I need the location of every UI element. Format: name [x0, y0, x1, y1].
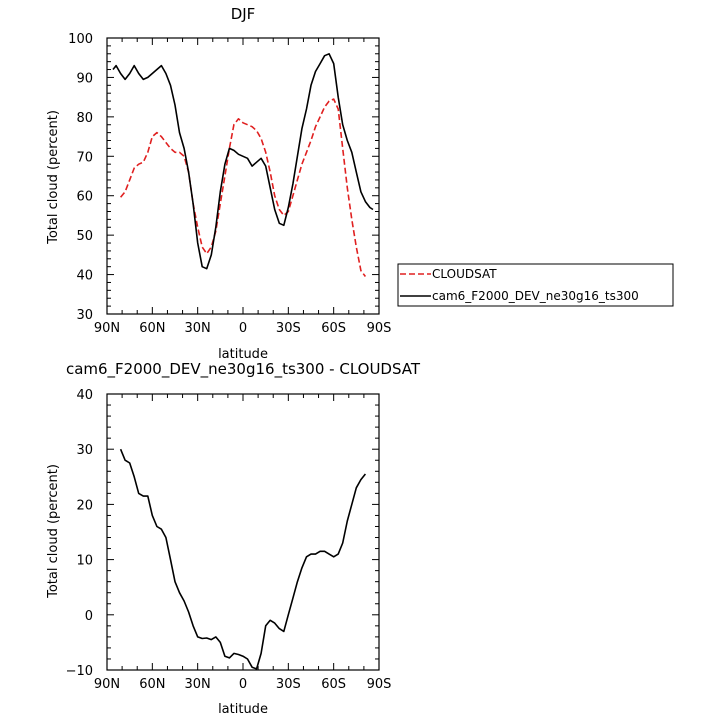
- top-y-tick-label: 70: [76, 150, 93, 165]
- bottom-y-tick-label: 40: [76, 388, 93, 403]
- bottom-y-tick-label: −10: [66, 664, 93, 679]
- bottom-y-axis-label: Total cloud (percent): [46, 464, 61, 599]
- legend: CLOUDSAT cam6_F2000_DEV_ne30g16_ts300: [397, 263, 674, 307]
- top-x-tick-label: 90S: [367, 321, 392, 336]
- bottom-y-tick-label: 30: [76, 443, 93, 458]
- top-title: DJF: [231, 5, 256, 23]
- top-series-line-1: [112, 53, 374, 270]
- bottom-x-tick-label: 90N: [94, 677, 120, 692]
- top-plot-frame: [106, 37, 380, 315]
- top-y-tick-label: 60: [76, 190, 93, 205]
- legend-label-model: cam6_F2000_DEV_ne30g16_ts300: [432, 289, 639, 303]
- top-y-tick-label: 90: [76, 71, 93, 86]
- bottom-y-tick-label: 0: [85, 609, 93, 624]
- bottom-x-tick-label: 90S: [367, 677, 392, 692]
- bottom-plot-frame: [106, 393, 380, 671]
- bottom-x-axis-label: latitude: [218, 702, 268, 717]
- bottom-panel: cam6_F2000_DEV_ne30g16_ts300 - CLOUDSAT …: [46, 360, 421, 717]
- top-x-tick-label: 30S: [276, 321, 301, 336]
- bottom-y-tick-label: 20: [76, 498, 93, 513]
- top-y-tick-label: 80: [76, 111, 93, 126]
- bottom-series-line-0: [119, 448, 367, 670]
- top-y-axis-label: Total cloud (percent): [46, 110, 61, 245]
- bottom-title: cam6_F2000_DEV_ne30g16_ts300 - CLOUDSAT: [66, 360, 421, 379]
- top-x-tick-label: 30N: [185, 321, 211, 336]
- bottom-x-tick-label: 60N: [139, 677, 165, 692]
- top-series-line-0: [119, 98, 367, 277]
- top-y-tick-label: 40: [76, 269, 93, 284]
- top-x-tick-label: 60S: [321, 321, 346, 336]
- top-y-tick-label: 30: [76, 308, 93, 323]
- legend-box: [397, 263, 674, 307]
- legend-label-cloudsat: CLOUDSAT: [432, 267, 497, 281]
- top-y-tick-label: 50: [76, 229, 93, 244]
- bottom-x-tick-label: 30N: [185, 677, 211, 692]
- top-y-tick-label: 100: [68, 32, 93, 47]
- bottom-x-tick-label: 0: [239, 677, 247, 692]
- top-panel: DJF Total cloud (percent) latitude 30 40 5…: [46, 5, 391, 362]
- bottom-x-tick-label: 30S: [276, 677, 301, 692]
- bottom-x-tick-label: 60S: [321, 677, 346, 692]
- top-x-axis-label: latitude: [218, 347, 268, 362]
- bottom-y-tick-label: 10: [76, 554, 93, 569]
- top-x-tick-label: 90N: [94, 321, 120, 336]
- top-x-tick-label: 0: [239, 321, 247, 336]
- top-x-tick-label: 60N: [139, 321, 165, 336]
